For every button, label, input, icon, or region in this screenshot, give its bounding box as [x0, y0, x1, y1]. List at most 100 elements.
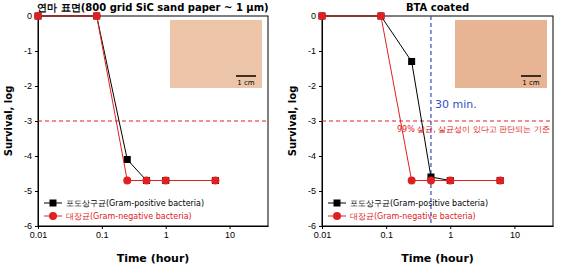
- photo-scale-bar: [236, 75, 256, 77]
- x-tick: 0.01: [314, 226, 332, 240]
- x-axis: 0.01 0.1 1 10: [314, 226, 554, 240]
- y-tick-mark: [35, 51, 38, 52]
- legend: 포도상구균(Gram-positive bacteria) 대장균(Gram-ne…: [328, 199, 488, 221]
- figure: 0.01 0.1 1 10 0 -1 -2 -3 -4 -5 -6 연마 표면(800 grid Si…: [0, 0, 562, 272]
- x-tick-mark: [514, 226, 515, 229]
- y-tick: -2: [308, 81, 322, 91]
- x-tick-label: 0.1: [380, 230, 393, 240]
- y-tick-label: 0: [27, 11, 32, 21]
- data-point: [377, 13, 384, 20]
- data-point: [93, 13, 100, 20]
- y-tick-mark: [319, 51, 322, 52]
- y-tick-mark: [319, 191, 322, 192]
- plot-area: [34, 12, 268, 185]
- chart-title: 연마 표면(800 grid SiC sand paper ~ 1 μm): [37, 2, 268, 13]
- y-tick-mark: [35, 191, 38, 192]
- x-tick: 0.01: [30, 226, 48, 240]
- y-tick: -6: [24, 221, 38, 231]
- x-axis-title: Time (hour): [117, 252, 190, 265]
- data-point: [497, 177, 504, 184]
- legend-symbol: [334, 200, 341, 207]
- legend-symbol: [333, 212, 341, 220]
- legend-label: 대장균(Gram-negative bacteria): [350, 212, 476, 221]
- reference-line: [38, 120, 268, 121]
- x-tick: 1: [448, 226, 453, 240]
- data-point: [124, 156, 131, 163]
- data-point: [427, 177, 435, 185]
- y-tick: -3: [24, 116, 38, 126]
- y-tick: -1: [24, 46, 38, 56]
- sample-photo: 1 cm: [455, 20, 547, 88]
- y-tick-mark: [35, 86, 38, 87]
- reference-line: [430, 16, 431, 226]
- data-point: [211, 177, 219, 185]
- legend-item: 포도상구균(Gram-positive bacteria): [328, 199, 488, 208]
- data-point: [143, 177, 150, 184]
- data-point: [123, 177, 131, 185]
- x-tick: 10: [510, 226, 520, 240]
- photo-scale-label: 1 cm: [522, 79, 540, 87]
- series-line: [322, 16, 500, 181]
- y-tick: -3: [308, 116, 322, 126]
- data-point: [408, 58, 415, 65]
- legend-symbol: [50, 200, 57, 207]
- x-tick: 10: [225, 226, 235, 240]
- chart-title: BTA coated: [406, 2, 469, 13]
- legend-item: 포도상구균(Gram-positive bacteria): [44, 199, 204, 208]
- y-tick-mark: [319, 86, 322, 87]
- series-line: [38, 16, 215, 181]
- data-point: [35, 13, 42, 20]
- y-tick: -5: [24, 186, 38, 196]
- y-tick-mark: [35, 156, 38, 157]
- y-tick-mark: [35, 226, 38, 227]
- y-axis: 0-1-2-3-4-5-6: [308, 11, 323, 231]
- x-tick-mark: [230, 226, 231, 229]
- photo-scale-label: 1 cm: [237, 79, 255, 87]
- reference-label: 99% 살균, 살균성이 있다고 판단되는 기준: [397, 125, 550, 134]
- y-axis-title: Survival, log: [287, 86, 298, 157]
- legend-symbol: [49, 212, 57, 220]
- data-point: [377, 12, 385, 20]
- x-tick-label: 0.01: [314, 230, 332, 240]
- y-tick-label: -5: [24, 186, 32, 196]
- x-tick-label: 10: [225, 230, 235, 240]
- y-axis-title: Survival, log: [3, 86, 14, 157]
- y-tick-label: -3: [308, 116, 316, 126]
- legend-item: 대장균(Gram-negative bacteria): [328, 212, 476, 221]
- y-tick: -1: [308, 46, 322, 56]
- data-point: [446, 177, 454, 185]
- data-point: [162, 177, 169, 184]
- x-axis-line: [323, 226, 554, 227]
- y-tick-label: -6: [24, 221, 32, 231]
- y-tick-label: -3: [24, 116, 32, 126]
- y-tick-label: -2: [24, 81, 32, 91]
- data-point: [93, 12, 101, 20]
- data-point: [162, 177, 170, 185]
- x-axis-title: Time (hour): [401, 252, 474, 265]
- photo-scale-bar: [521, 75, 541, 77]
- data-point: [142, 177, 150, 185]
- x-tick-label: 0.1: [96, 230, 109, 240]
- series-line: [38, 16, 215, 181]
- x-tick-label: 0.01: [30, 230, 48, 240]
- data-point: [318, 12, 326, 20]
- data-point: [34, 12, 42, 20]
- y-tick-mark: [319, 226, 322, 227]
- sample-photo: 1 cm: [170, 20, 262, 88]
- data-point: [408, 177, 416, 185]
- legend-label: 포도상구균(Gram-positive bacteria): [350, 199, 488, 208]
- y-tick-label: -4: [24, 151, 32, 161]
- legend-label: 포도상구균(Gram-positive bacteria): [66, 199, 204, 208]
- y-tick-mark: [35, 121, 38, 122]
- x-tick-mark: [386, 226, 387, 229]
- y-tick-label: -2: [308, 81, 316, 91]
- y-axis: 0 -1 -2 -3 -4 -5 -6: [24, 11, 39, 231]
- data-point: [212, 177, 219, 184]
- y-tick: -4: [24, 151, 38, 161]
- legend-item: 대장균(Gram-negative bacteria): [44, 212, 192, 221]
- plot-area: [318, 12, 553, 226]
- y-tick-label: -4: [308, 151, 316, 161]
- y-tick: -6: [308, 221, 322, 231]
- photo-surface: [170, 20, 262, 88]
- y-tick-label: -1: [24, 46, 32, 56]
